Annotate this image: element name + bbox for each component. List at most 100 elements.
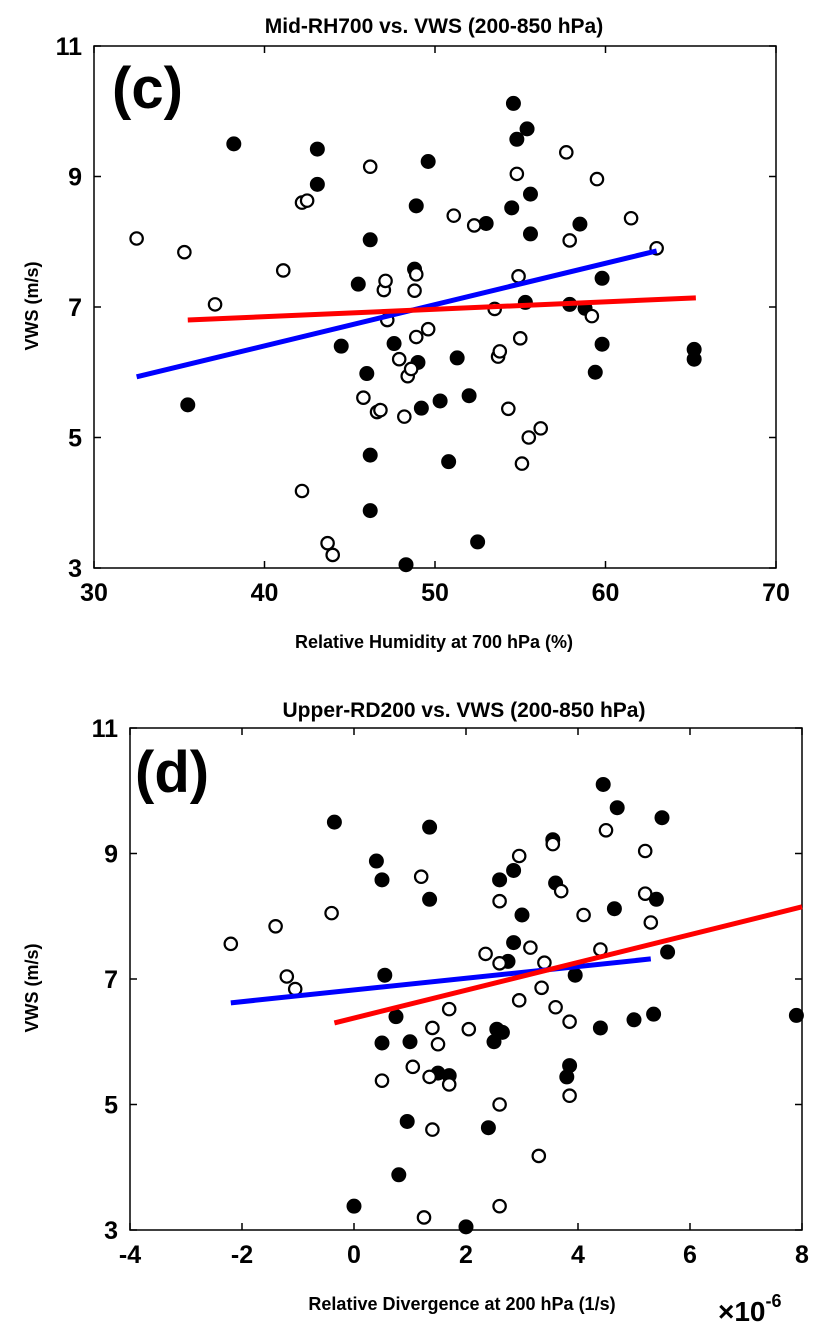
data-point-open	[534, 980, 549, 996]
data-point-open	[408, 267, 424, 282]
data-point-filled	[359, 366, 375, 382]
x-tick-label: 2	[459, 1241, 473, 1269]
data-point-open	[422, 1069, 437, 1085]
y-tick-label: 9	[68, 164, 82, 192]
data-point-open	[562, 1014, 577, 1029]
data-point-filled	[180, 397, 196, 413]
data-point-filled	[626, 1012, 642, 1028]
chart-title-c: Mid-RH700 vs. VWS (200-850 hPa)	[265, 15, 603, 38]
data-point-filled	[562, 1058, 578, 1074]
data-point-filled	[399, 1113, 415, 1129]
data-point-filled	[461, 388, 477, 404]
x-tick-label: 0	[347, 1241, 361, 1269]
y-tick-label: 11	[92, 715, 119, 743]
data-point-open	[584, 308, 600, 324]
data-point-filled	[346, 1198, 362, 1214]
data-point-open	[441, 1077, 457, 1092]
data-point-open	[403, 361, 419, 377]
data-point-filled	[522, 186, 538, 202]
data-point-filled	[386, 336, 402, 352]
y-tick-label: 3	[104, 1217, 118, 1245]
data-point-open	[553, 883, 569, 899]
x-tick-label: 40	[251, 579, 279, 607]
data-point-open	[492, 344, 508, 359]
data-point-filled	[514, 907, 530, 923]
panel-label-d: (d)	[135, 740, 209, 805]
x-tick-label: -4	[119, 1241, 141, 1269]
x-tick-label: 8	[795, 1241, 809, 1269]
data-point-open	[531, 1148, 547, 1164]
data-point-filled	[326, 814, 342, 830]
data-point-filled	[408, 198, 424, 214]
data-point-open	[589, 171, 605, 187]
data-point-open	[416, 1210, 432, 1225]
x-tick-label: 70	[762, 579, 790, 607]
data-point-open	[511, 993, 527, 1008]
data-point-filled	[368, 853, 384, 869]
x-multiplier-base: ×10	[718, 1296, 766, 1327]
data-point-filled	[374, 872, 390, 888]
data-point-open	[446, 208, 462, 223]
data-point-filled	[788, 1007, 804, 1023]
plot-area-d: -4 -2 0 2 4 6 8 3 5 7 9 11	[92, 715, 809, 1269]
data-point-filled	[398, 557, 414, 573]
x-tick-label: 4	[571, 1241, 585, 1269]
data-point-open	[637, 843, 653, 859]
y-tick-label: 9	[104, 841, 118, 869]
data-point-filled	[480, 1120, 496, 1136]
data-point-filled	[686, 351, 702, 367]
data-point-filled	[226, 136, 242, 152]
data-point-open	[420, 321, 436, 337]
red-fit-line	[333, 904, 803, 1026]
data-point-open	[320, 535, 335, 551]
data-point-open	[501, 401, 516, 417]
data-point-filled	[432, 393, 448, 409]
data-point-open	[623, 210, 639, 226]
data-point-open	[391, 351, 407, 367]
data-point-open	[492, 1198, 507, 1214]
data-point-filled	[567, 967, 583, 983]
data-point-filled	[422, 819, 438, 835]
data-point-open	[562, 1088, 577, 1104]
data-point-open	[425, 1122, 440, 1137]
y-axis-label-c: VWS (m/s)	[22, 261, 42, 350]
data-point-filled	[333, 338, 349, 354]
data-point-filled	[646, 1006, 662, 1022]
data-point-filled	[413, 400, 429, 416]
data-point-open	[637, 886, 653, 901]
data-point-filled	[362, 447, 378, 463]
data-point-open	[405, 1059, 421, 1075]
data-point-filled	[505, 95, 521, 111]
x-tick-label: 50	[421, 579, 449, 607]
blue-fit-line	[230, 956, 652, 1006]
x-tick-label: -2	[231, 1241, 253, 1269]
y-tick-label: 3	[68, 555, 82, 583]
data-point-filled	[654, 810, 670, 826]
data-point-open	[223, 936, 239, 952]
blue-fit-line	[136, 248, 658, 380]
data-point-filled	[609, 800, 625, 816]
panel-label-c: (c)	[112, 56, 183, 121]
x-tick-label: 60	[592, 579, 620, 607]
red-fit-line	[187, 295, 696, 323]
data-point-open	[362, 159, 378, 175]
data-point-open	[356, 390, 371, 405]
data-point-filled	[362, 232, 378, 248]
data-point-filled	[402, 1034, 418, 1050]
data-point-filled	[470, 534, 486, 550]
data-point-open	[275, 263, 291, 278]
data-point-open	[461, 1021, 477, 1037]
data-point-open	[562, 233, 577, 248]
data-point-open	[407, 283, 422, 298]
data-point-open	[374, 1073, 390, 1088]
data-point-open	[511, 848, 527, 864]
data-point-filled	[422, 891, 438, 907]
data-point-open	[268, 918, 283, 934]
data-point-filled	[309, 141, 325, 157]
data-point-filled	[606, 901, 622, 917]
data-point-filled	[509, 131, 525, 147]
data-point-filled	[492, 872, 508, 888]
data-point-filled	[572, 216, 588, 232]
x-multiplier-label: ×10-6	[718, 1291, 782, 1327]
